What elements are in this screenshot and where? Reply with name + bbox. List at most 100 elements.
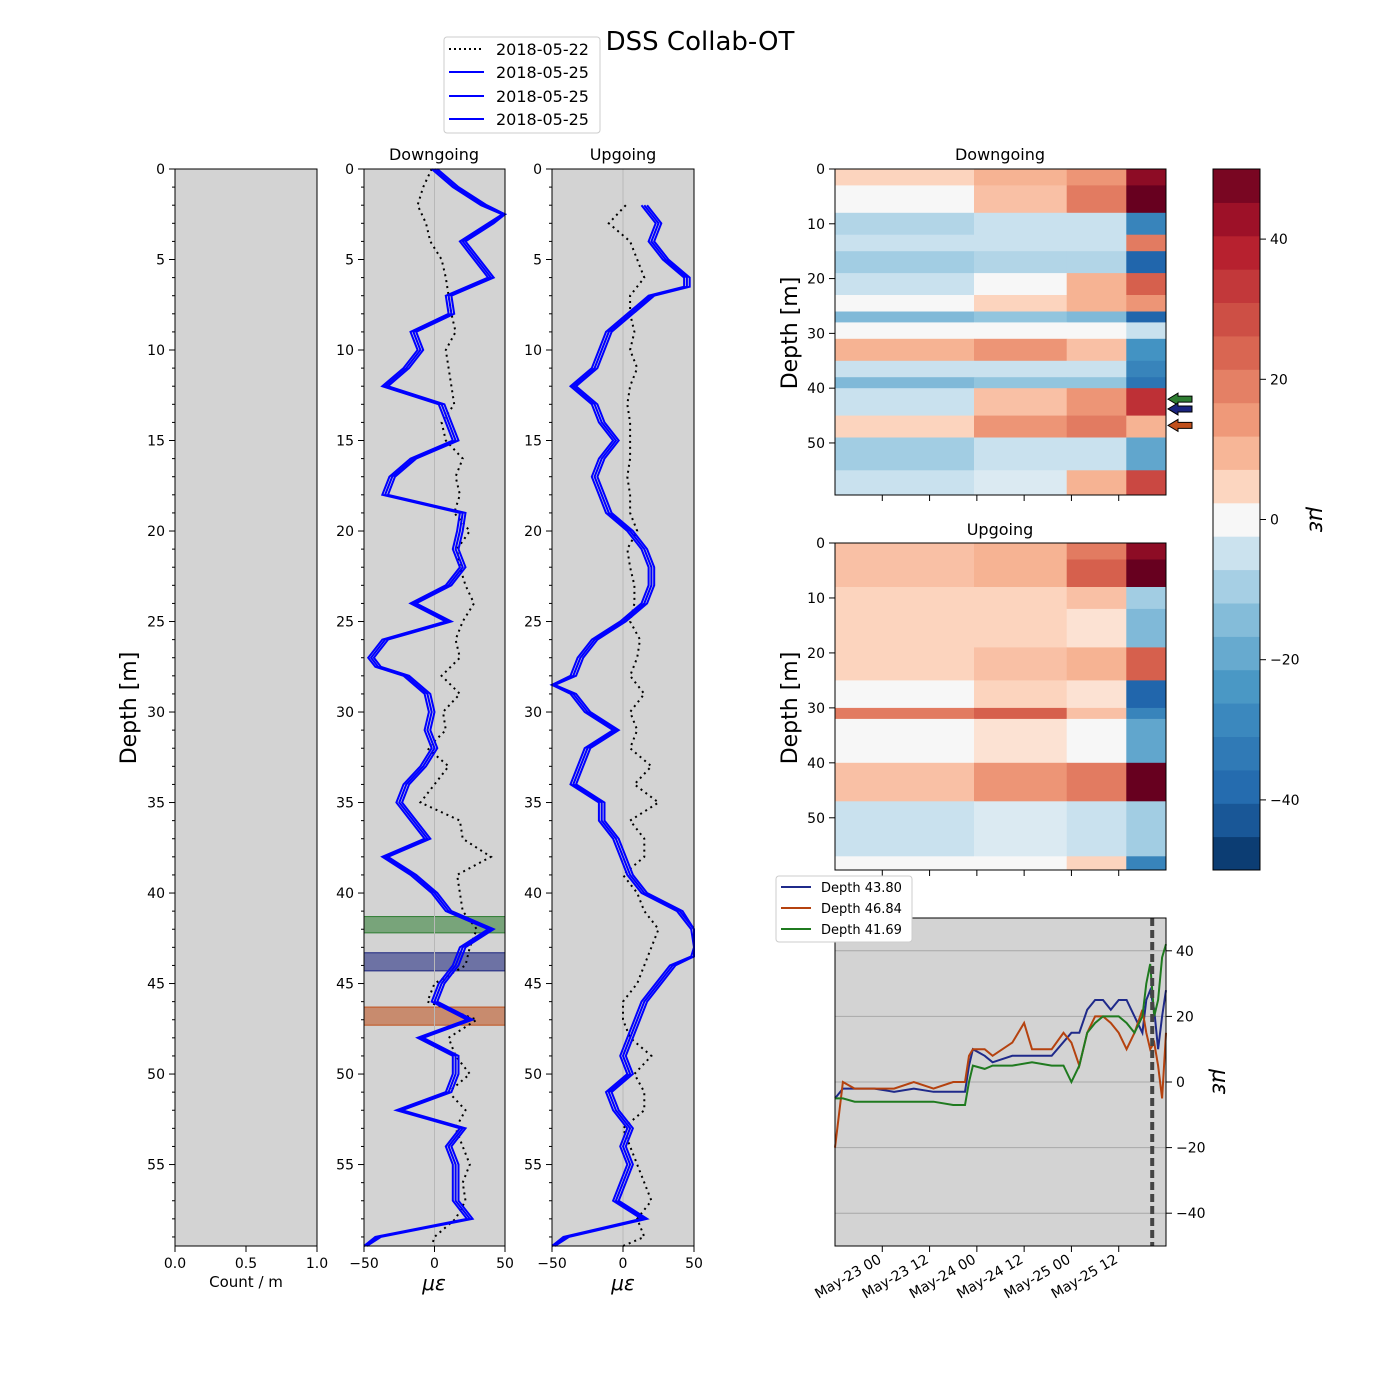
heatmap-cell [1066, 437, 1127, 471]
heatmap-cell [835, 608, 975, 648]
heatmap-cell [1066, 559, 1127, 588]
heatmap-cell [1126, 322, 1167, 340]
depth-tick-label: 25 [147, 615, 165, 631]
heatmap-cell [835, 647, 975, 681]
x-tick-label: 0.0 [164, 1256, 186, 1272]
depth-tick-label: 30 [524, 705, 542, 721]
heatmap-cell [1126, 388, 1167, 417]
upgoing-heatmap-x-ticks [881, 870, 1120, 876]
top-legend-label-0: 2018-05-22 [496, 40, 589, 59]
upgoing-heatmap-title: Upgoing [967, 520, 1034, 539]
depth-tick-label: 20 [524, 524, 542, 540]
heatmap-cell [1066, 718, 1127, 764]
colorbar-tick-label: 20 [1270, 372, 1288, 388]
heatmap-cell [974, 388, 1068, 417]
colorbar-level [1213, 669, 1260, 704]
heatmap-y-tick-label: 10 [807, 217, 825, 233]
heatmap-cell [835, 856, 975, 871]
heatmap-cell [1126, 251, 1167, 274]
downgoing-profile-title: Downgoing [389, 145, 479, 164]
depth-tick-label: 55 [336, 1158, 354, 1174]
heatmap-cell [835, 437, 975, 471]
heatmap-cell [1126, 762, 1167, 802]
depth-tick-label: 0 [345, 162, 354, 178]
heatmap-cell [1066, 338, 1127, 362]
heatmap-cell [974, 415, 1068, 438]
depth-tick-label: 5 [345, 253, 354, 269]
colorbar-level [1213, 235, 1260, 270]
heatmap-cell [1066, 322, 1127, 340]
colorbar-level [1213, 302, 1260, 337]
heatmap-cell [1126, 360, 1167, 378]
figure-title: DSS Collab-OT [606, 27, 795, 57]
heatmap-cell [835, 273, 975, 296]
heatmap-cell [1066, 169, 1127, 186]
depth-tick-label: 20 [147, 524, 165, 540]
depth-tick-label: 40 [336, 886, 354, 902]
heatmap-cell [974, 801, 1068, 857]
depth-tick-label: 15 [147, 434, 165, 450]
top-legend-label-1: 2018-05-25 [496, 63, 589, 82]
count-x-ticks: 0.0 0.5 1.0 [164, 1246, 328, 1272]
heatmap-cell [835, 559, 975, 588]
colorbar-level [1213, 169, 1260, 203]
colorbar-level [1213, 569, 1260, 604]
upgoing-y-ticks: 0 5 10 15 20 25 30 35 40 45 50 55 [524, 162, 552, 1238]
heatmap-cell [1126, 212, 1167, 236]
heatmap-cell [1066, 587, 1127, 610]
heatmap-cell [835, 234, 975, 252]
heatmap-cell [974, 762, 1068, 802]
x-tick-label: −50 [537, 1256, 567, 1272]
heatmap-cell [974, 322, 1068, 340]
upgoing-profile-line-0 [549, 204, 695, 1247]
heatmap-cell [974, 185, 1068, 214]
heatmap-cell [1126, 608, 1167, 648]
depth-tick-label: 15 [336, 434, 354, 450]
heatmap-cell [974, 543, 1068, 560]
upgoing-profile-line-2 [549, 204, 696, 1247]
heatmap-cell [1126, 470, 1167, 496]
x-tick-label: 50 [685, 1256, 703, 1272]
heatmap-cell [974, 251, 1068, 274]
upgoing-2018-05-25-lines [549, 204, 696, 1247]
downgoing-heatmap-y-ticks: 0 10 20 30 40 50 [807, 162, 835, 452]
colorbar-level [1213, 202, 1260, 237]
heatmap-cell [974, 338, 1068, 362]
downgoing-profile-line-1 [366, 168, 507, 1247]
x-tick-label: 0.5 [235, 1256, 257, 1272]
colorbar-level [1213, 703, 1260, 737]
count-ylabel: Depth [m] [117, 652, 142, 765]
depth-tick-label: 55 [524, 1158, 542, 1174]
heatmap-cell [1066, 680, 1127, 709]
top-legend-label-3: 2018-05-25 [496, 110, 589, 129]
x-tick-label: 0 [430, 1256, 439, 1272]
heatmap-cell [835, 801, 975, 857]
heatmap-cell [835, 251, 975, 274]
depth-tick-label: 15 [524, 434, 542, 450]
colorbar-level [1213, 803, 1260, 838]
heatmap-cell [835, 360, 975, 378]
heatmap-cell [1066, 234, 1127, 252]
downgoing-x-ticks: −50 0 50 [349, 1246, 514, 1272]
depth-tick-label: 35 [147, 796, 165, 812]
heatmap-cell [974, 437, 1068, 471]
heatmap-cell [835, 338, 975, 362]
depth-tick-label: 30 [147, 705, 165, 721]
heatmap-cell [974, 234, 1068, 252]
colorbar-level [1213, 402, 1260, 437]
depth-arrow-navy [1167, 402, 1193, 416]
upgoing-profile-panel: Upgoing 0 5 10 15 20 25 30 35 40 45 50 55 −50 0 50 με [524, 145, 703, 1295]
heatmap-cell [1126, 587, 1167, 610]
colorbar: 40 20 0 −20 −40 με [1212, 168, 1329, 871]
upgoing-heatmap-cells [835, 543, 1167, 871]
heatmap-cell [835, 762, 975, 802]
downgoing-2018-05-25-lines [363, 168, 508, 1247]
downgoing-heatmap-title: Downgoing [955, 145, 1045, 164]
heatmap-cell [835, 415, 975, 438]
heatmap-y-tick-label: 0 [816, 162, 825, 178]
heatmap-cell [1126, 559, 1167, 588]
heatmap-cell [974, 311, 1068, 323]
heatmap-cell [1126, 273, 1167, 296]
